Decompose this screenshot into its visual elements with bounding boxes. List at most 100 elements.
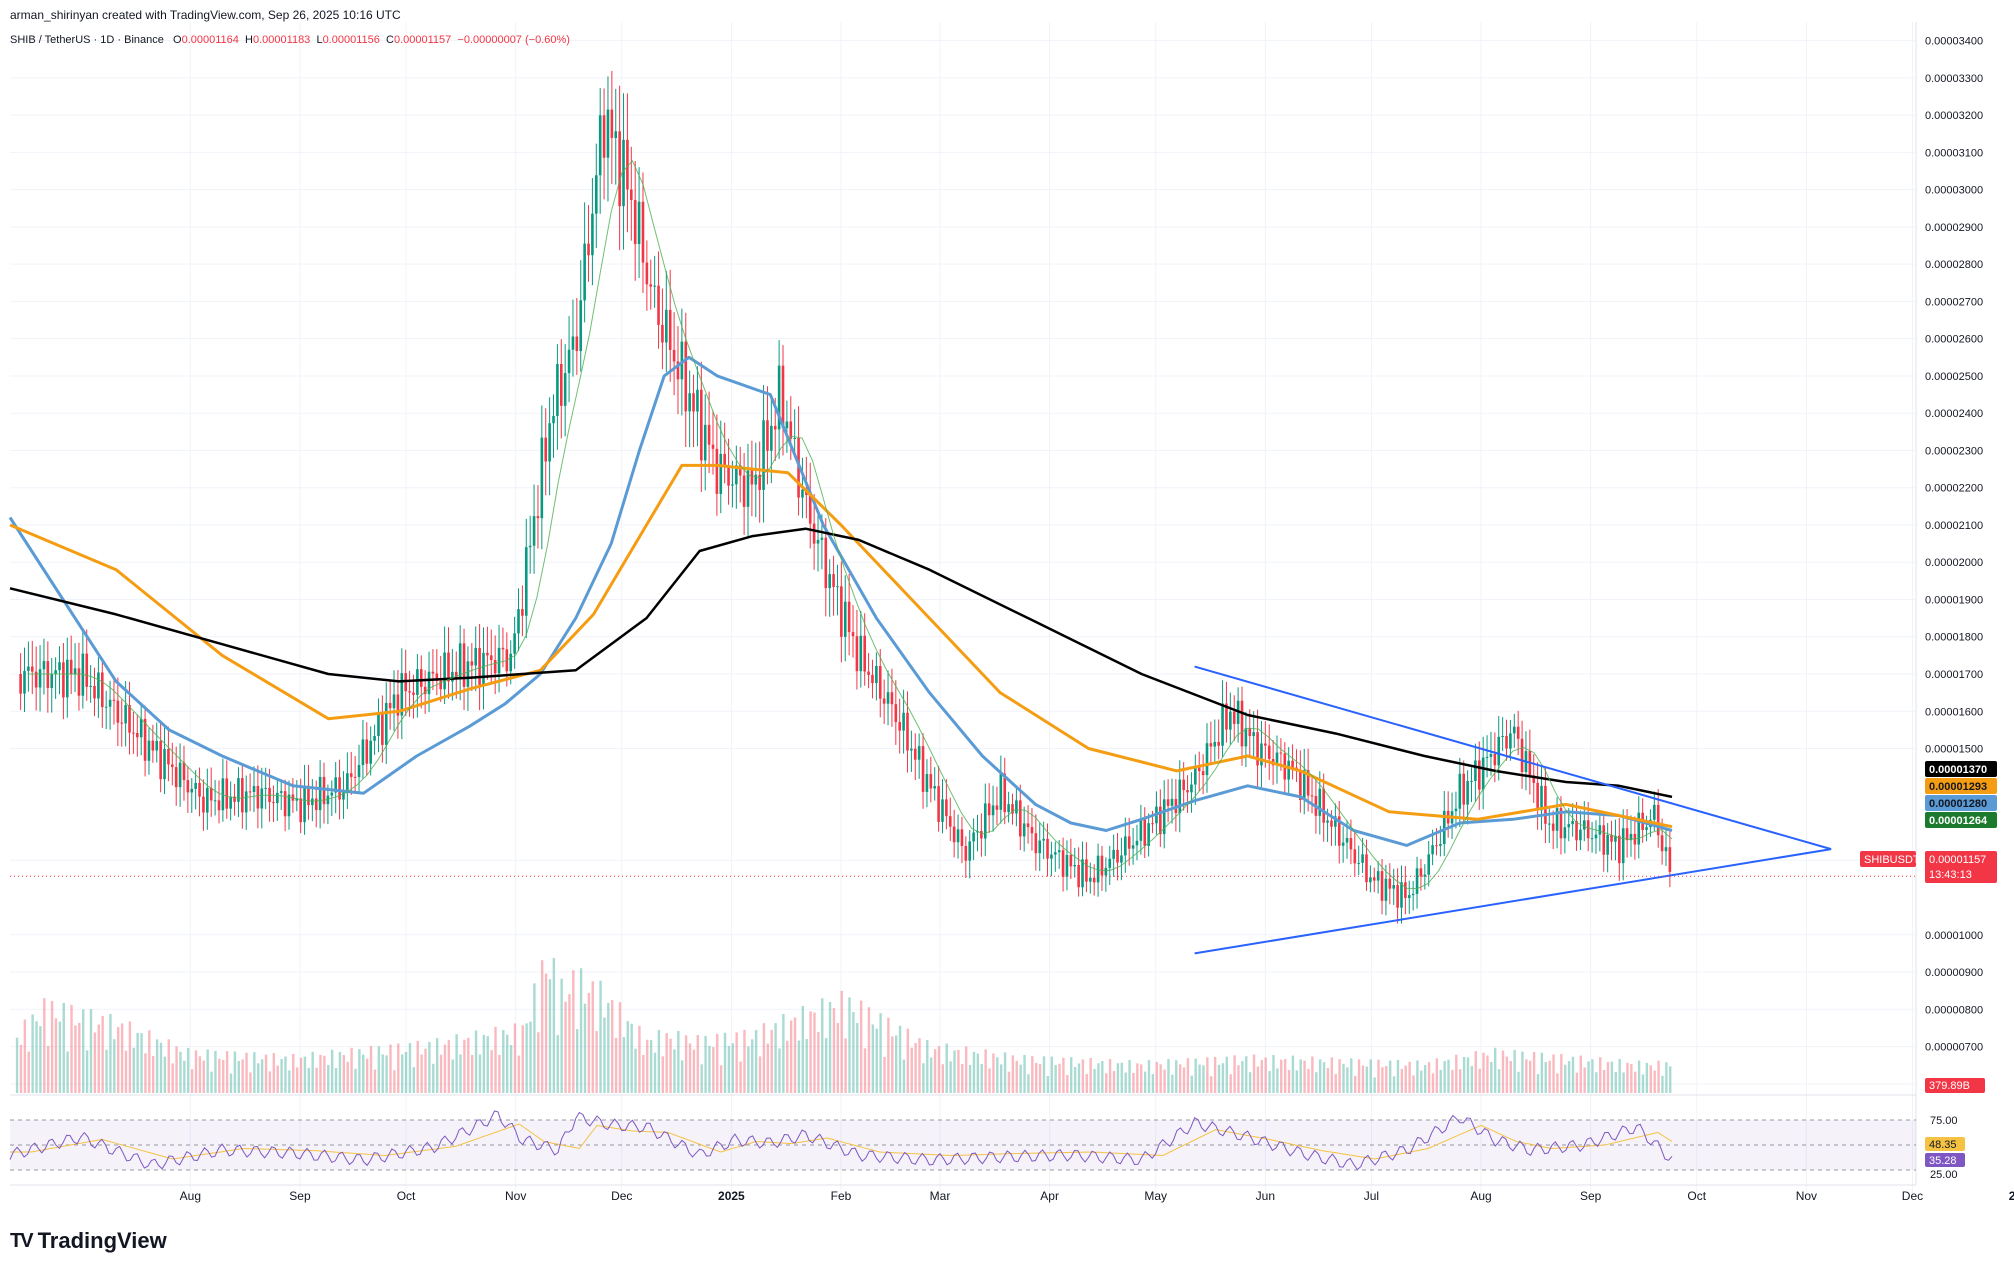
volume-bar	[1427, 1062, 1431, 1093]
volume-bar	[712, 1047, 715, 1093]
y-tick-label: 0.00002800	[1925, 259, 1983, 271]
y-tick-label: 0.00003300	[1925, 73, 1983, 85]
volume-bar	[1023, 1054, 1026, 1093]
candle-body	[1579, 829, 1582, 841]
candle-body	[1085, 859, 1088, 882]
candle-body	[890, 692, 894, 705]
y-tick-label: 0.00001000	[1925, 930, 1983, 942]
tradingview-brand[interactable]: TV TradingView	[10, 1228, 167, 1254]
candle-body	[1081, 859, 1084, 888]
current-price-label: 0.00001157	[1929, 854, 1986, 866]
candle-body	[217, 800, 221, 811]
candle-body	[579, 300, 583, 352]
candle-body	[1248, 728, 1252, 737]
volume-bar	[1377, 1059, 1380, 1093]
volume-bar	[66, 1051, 69, 1093]
trendline	[1194, 848, 1832, 955]
candle-body	[602, 115, 606, 158]
volume-bar	[906, 1028, 910, 1093]
candle-body	[89, 685, 92, 687]
volume-bar	[1105, 1073, 1108, 1093]
candle-body	[606, 109, 610, 158]
candle-body	[272, 802, 275, 804]
candle-body	[1053, 852, 1057, 855]
volume-label: 379.89B	[1929, 1080, 1970, 1092]
volume-bar	[1077, 1063, 1081, 1093]
volume-bar	[1062, 1057, 1065, 1093]
volume-bar	[1276, 1068, 1279, 1093]
volume-bar	[443, 1044, 447, 1093]
candle-body	[1598, 825, 1602, 835]
y-tick-label: 0.00000800	[1925, 1004, 1983, 1016]
candle-body	[1003, 773, 1007, 813]
volume-bar	[1486, 1055, 1489, 1093]
volume-bar	[1509, 1060, 1512, 1093]
candle-body	[1497, 736, 1501, 766]
volume-bar	[552, 958, 556, 1093]
candle-body	[458, 643, 462, 678]
candle-body	[65, 659, 69, 698]
candle-body	[1022, 823, 1026, 837]
volume-bar	[797, 1040, 801, 1093]
symbol-label[interactable]: SHIB / TetherUS · 1D · Binance	[10, 34, 164, 46]
candle-body	[198, 782, 201, 797]
y-tick-label: 0.00002600	[1925, 334, 1983, 346]
volume-bar	[1233, 1055, 1236, 1093]
volume-bar	[1665, 1062, 1668, 1093]
candle-body	[536, 516, 540, 519]
candle-body	[707, 424, 711, 445]
rsi-tag-bg	[1925, 1153, 1965, 1167]
volume-bar	[424, 1048, 427, 1093]
candle-body	[1559, 807, 1563, 839]
candle-body	[381, 713, 384, 745]
candle-body	[563, 373, 567, 406]
volume-bar	[591, 981, 594, 1093]
candle-body	[237, 778, 240, 802]
candle-body	[1404, 882, 1407, 898]
candle-body	[571, 336, 575, 350]
volume-bar	[330, 1049, 334, 1093]
candle-body	[361, 739, 365, 766]
candle-body	[1120, 855, 1123, 863]
volume-bar	[1330, 1057, 1334, 1093]
volume-bar	[202, 1060, 205, 1093]
volume-bar	[1544, 1062, 1547, 1093]
candle-body	[1668, 847, 1672, 872]
volume-bar	[696, 1035, 699, 1093]
volume-bar	[595, 1031, 598, 1093]
volume-bar	[661, 1056, 664, 1093]
ma100-price-label: 0.00001293	[1929, 781, 1987, 793]
candle-body	[159, 740, 162, 780]
volume-bar	[1412, 1075, 1415, 1093]
volume-bar	[1342, 1063, 1345, 1093]
ma100-price-label-bg	[1925, 778, 1997, 794]
volume-bar	[700, 1064, 703, 1093]
volume-bar	[1019, 1064, 1022, 1093]
volume-bar	[941, 1064, 945, 1093]
candle-body	[1264, 743, 1267, 746]
candle-body	[917, 746, 921, 760]
volume-bar	[1439, 1069, 1442, 1093]
volume-bar	[1213, 1056, 1217, 1093]
candle-body	[136, 733, 139, 738]
candle-body	[120, 722, 124, 724]
volume-bar	[451, 1059, 454, 1093]
candle-body	[38, 669, 42, 688]
volume-bar	[1163, 1069, 1166, 1093]
candle-body	[727, 466, 730, 486]
volume-bar	[731, 1043, 734, 1093]
candle-body	[1380, 871, 1384, 901]
candle-body	[1470, 780, 1473, 782]
volume-bar	[1575, 1072, 1579, 1093]
ma100-line	[9, 463, 1673, 829]
rsi-ma-line	[10, 1123, 1673, 1160]
volume-bar	[599, 980, 602, 1093]
x-tick-label: Dec	[611, 1189, 632, 1203]
volume-bar	[132, 1047, 135, 1093]
volume-bar	[1455, 1054, 1458, 1093]
candle-body	[1458, 773, 1462, 809]
volume-bar	[992, 1053, 995, 1093]
volume-bar	[894, 1035, 898, 1093]
candle-body	[151, 740, 155, 751]
